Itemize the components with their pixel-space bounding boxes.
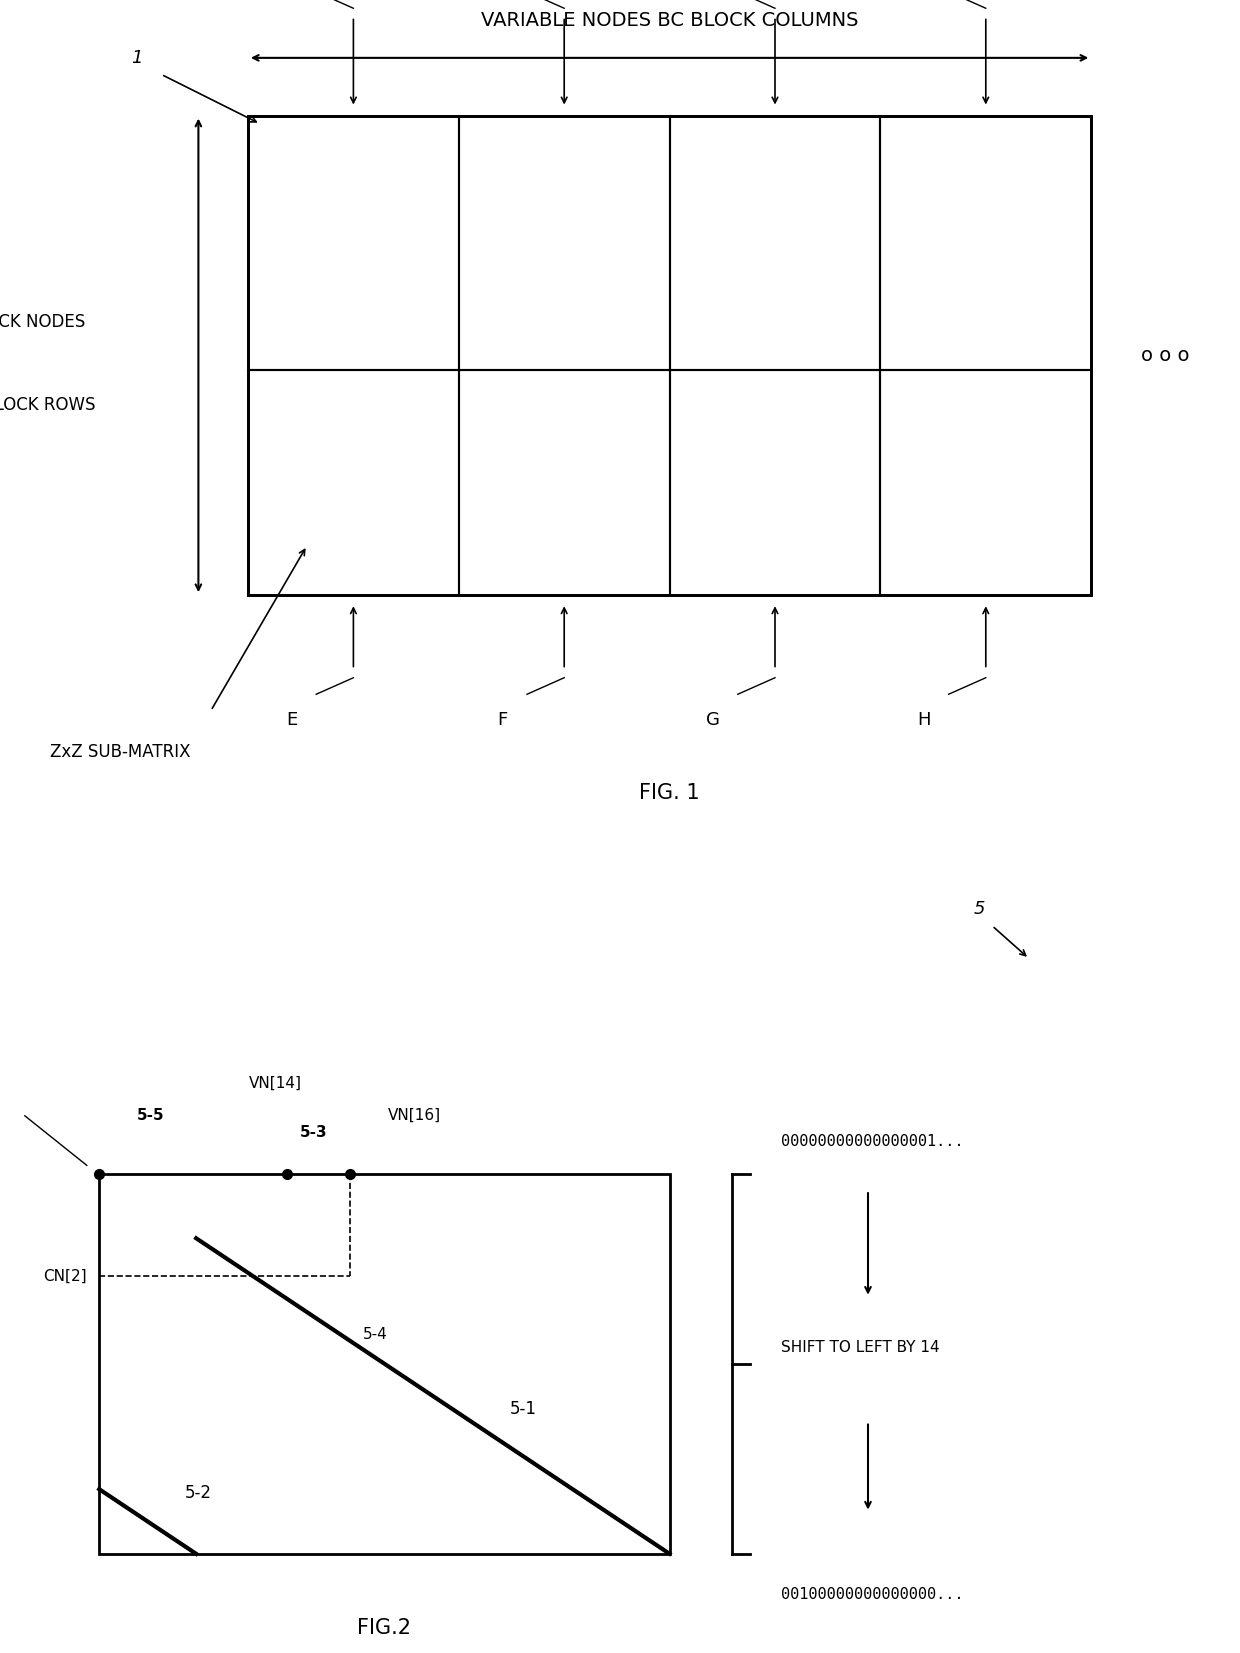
- Text: 1: 1: [130, 50, 143, 66]
- Text: 5-3: 5-3: [300, 1124, 327, 1141]
- Bar: [248, 116, 1091, 595]
- Text: VN[16]: VN[16]: [387, 1108, 440, 1124]
- Text: o o o: o o o: [1141, 345, 1189, 365]
- Text: H: H: [918, 711, 930, 729]
- Text: SHIFT TO LEFT BY 14: SHIFT TO LEFT BY 14: [781, 1339, 940, 1355]
- Bar: [248, 116, 1091, 595]
- Text: FIG.2: FIG.2: [357, 1618, 412, 1638]
- Text: CN[2]: CN[2]: [43, 1270, 87, 1284]
- Text: ZxZ SUB-MATRIX: ZxZ SUB-MATRIX: [50, 744, 190, 760]
- Text: VN[14]: VN[14]: [248, 1076, 301, 1091]
- Text: FIG. 1: FIG. 1: [640, 784, 699, 803]
- Text: 00100000000000000...: 00100000000000000...: [781, 1587, 963, 1602]
- Bar: [99, 1174, 670, 1554]
- Text: 5-2: 5-2: [185, 1484, 212, 1503]
- Text: CHECK NODES: CHECK NODES: [0, 314, 86, 331]
- Text: E: E: [285, 711, 298, 729]
- Text: BR BLOCK ROWS: BR BLOCK ROWS: [0, 397, 95, 413]
- Text: 5-4: 5-4: [362, 1327, 387, 1342]
- Text: 5-5: 5-5: [136, 1108, 164, 1124]
- Text: VARIABLE NODES BC BLOCK COLUMNS: VARIABLE NODES BC BLOCK COLUMNS: [481, 12, 858, 30]
- Text: 5: 5: [973, 901, 986, 917]
- Text: F: F: [497, 711, 507, 729]
- Text: 5-1: 5-1: [510, 1400, 537, 1418]
- Text: 00000000000000001...: 00000000000000001...: [781, 1134, 963, 1149]
- Text: G: G: [706, 711, 720, 729]
